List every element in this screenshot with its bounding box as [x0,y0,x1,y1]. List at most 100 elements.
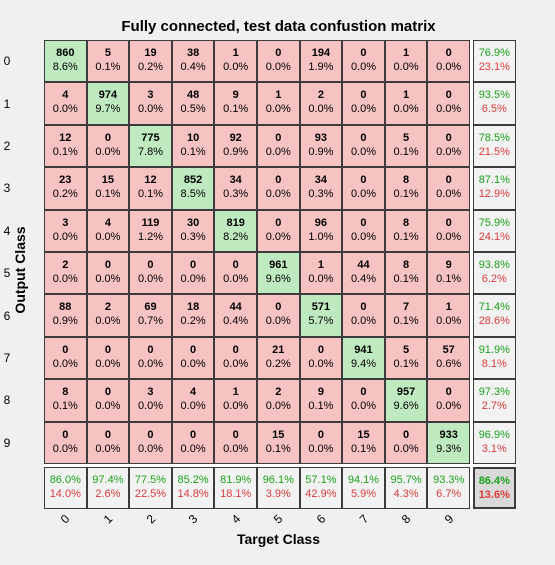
cell-percent: 0.5% [180,103,206,116]
cell-percent: 0.0% [95,315,121,328]
cell-count: 0 [147,343,154,356]
matrix-cell: 8 0.1% [44,379,87,422]
cell-percent: 0.0% [180,273,206,285]
matrix-cell: 775 7.8% [129,124,172,168]
matrix-cell: 69 0.7% [129,294,172,337]
row-correct-rate: 78.5% [478,131,510,144]
cell-percent: 0.1% [393,145,419,158]
column-error-rate: 14.0% [49,488,81,500]
cell-count: 8 [403,216,410,229]
cell-percent: 9.7% [95,103,121,116]
matrix-cell: 0 0.0% [257,294,300,337]
cell-count: 860 [56,47,75,59]
row-summary-cell: 76.9% 23.1% [473,40,516,83]
cell-percent: 0.0% [308,273,334,285]
matrix-cell: 3 0.0% [129,82,172,125]
matrix-cell: 12 0.1% [129,167,172,210]
cell-count: 0 [360,47,367,59]
cell-count: 10 [186,131,200,144]
overall-summary-cell: 86.4% 13.6% [473,467,516,510]
matrix-cell: 0 0.0% [299,421,343,464]
row-correct-rate: 71.4% [478,301,510,314]
row-summary-cell: 91.9% 8.1% [473,336,516,380]
y-tick-label: 6 [3,308,11,323]
cell-count: 44 [357,259,370,271]
matrix-cell: 2 0.0% [299,82,343,125]
cell-count: 0 [445,216,452,229]
cell-count: 19 [144,47,157,59]
cell-count: 819 [226,216,245,229]
cell-percent: 0.0% [436,315,462,328]
matrix-cell: 194 1.9% [299,40,343,83]
cell-count: 12 [59,131,72,144]
cell-count: 3 [62,216,69,229]
column-error-rate: 6.7% [436,488,462,500]
row-error-rate: 12.9% [478,188,510,201]
cell-percent: 9.6% [265,273,291,285]
cell-count: 0 [445,174,452,187]
matrix-cell: 2 0.0% [257,379,300,422]
cell-percent: 0.0% [223,400,249,413]
matrix-cell: 0 0.0% [257,124,300,168]
cell-percent: 0.0% [95,273,121,285]
cell-count: 0 [232,259,239,271]
cell-percent: 0.0% [265,230,291,243]
cell-count: 974 [98,89,118,102]
x-tick-label: 3 [185,511,201,527]
cell-count: 2 [104,301,111,314]
cell-percent: 0.0% [350,188,377,201]
matrix-cell: 21 0.2% [257,336,300,380]
cell-count: 2 [275,386,282,399]
chart-title: Fully connected, test data confustion ma… [121,18,436,35]
column-correct-rate: 77.5% [134,474,167,486]
matrix-cell: 48 0.5% [171,82,215,125]
cell-count: 0 [190,428,197,441]
row-summary-cell: 96.9% 3.1% [473,421,516,464]
cell-percent: 0.1% [436,273,462,285]
cell-count: 0 [445,89,452,102]
x-tick-label: 7 [356,511,371,527]
matrix-cell: 3 0.0% [129,379,172,422]
cell-percent: 0.0% [137,400,164,413]
cell-count: 1 [317,259,324,271]
matrix-cell: 5 0.1% [384,124,428,168]
cell-count: 852 [183,174,203,187]
column-summary-cell: 94.1% 5.9% [342,467,385,510]
matrix-cell: 0 0.0% [427,209,470,252]
cell-count: 12 [144,174,157,187]
cell-count: 4 [190,386,197,399]
matrix-cell: 0 0.0% [342,167,385,210]
cell-count: 957 [396,386,416,399]
cell-count: 0 [317,428,324,441]
row-error-rate: 23.1% [478,61,510,73]
cell-percent: 0.0% [350,230,377,243]
cell-count: 4 [104,216,111,229]
cell-percent: 0.0% [436,188,462,201]
cell-count: 34 [229,174,242,187]
matrix-cell: 23 0.2% [44,167,87,210]
column-correct-rate: 95.7% [390,474,422,486]
matrix-cell: 5 0.1% [384,336,428,380]
cell-percent: 0.0% [52,357,78,370]
cell-count: 0 [275,301,282,314]
cell-count: 0 [403,428,410,441]
cell-percent: 0.0% [350,400,377,413]
matrix-cell: 0 0.0% [384,421,428,464]
cell-percent: 0.1% [393,357,419,370]
matrix-cell: 1 0.0% [427,294,470,337]
x-tick-label: 9 [441,511,457,527]
cell-count: 0 [62,428,69,441]
cell-percent: 0.0% [308,103,334,116]
cell-count: 15 [272,428,285,441]
matrix-cell: 9 0.1% [214,82,257,125]
row-summary-cell: 75.9% 24.1% [473,209,516,252]
cell-percent: 1.0% [308,230,334,243]
cell-percent: 0.4% [350,273,377,285]
cell-percent: 5.7% [308,315,334,328]
cell-percent: 0.0% [180,357,206,370]
cell-count: 8 [62,386,69,399]
cell-percent: 0.0% [137,103,164,116]
cell-percent: 0.0% [180,400,206,413]
cell-count: 18 [186,301,200,314]
matrix-cell: 10 0.1% [171,124,215,168]
